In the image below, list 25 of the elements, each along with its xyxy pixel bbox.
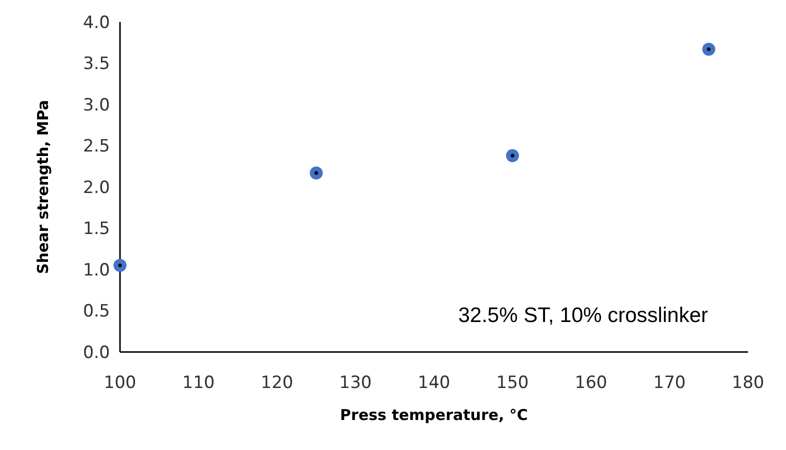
y-tick-label: 1.0	[82, 260, 110, 280]
y-tick-label: 2.0	[82, 178, 110, 198]
y-axis-title: Shear strength, MPa	[34, 100, 52, 274]
y-tick-label: 4.0	[82, 12, 110, 33]
y-tick-label: 0.5	[82, 302, 110, 322]
point	[506, 149, 519, 162]
annotation: 32.5% ST, 10% crosslinker	[458, 304, 708, 327]
x-tick-label: 130	[339, 373, 372, 393]
point	[114, 258, 126, 272]
y-tick-label: 1.5	[82, 219, 110, 240]
x-tick-label: 140	[418, 373, 450, 393]
x-tick-label: 160	[574, 373, 608, 393]
x-tick-label: 120	[260, 373, 294, 393]
x-axis-title: Press temperature, °C	[340, 406, 528, 424]
y-tick-label: 3.0	[82, 95, 110, 116]
x-tick-label: 110	[182, 373, 215, 393]
y-tick-label: 2.5	[82, 136, 110, 157]
y-tick-label: 0.0	[82, 342, 110, 363]
point	[702, 42, 716, 56]
point	[310, 166, 323, 180]
x-tick-label: 100	[104, 373, 136, 393]
y-tick-label: 3.5	[82, 54, 110, 74]
x-tick-label: 180	[732, 373, 764, 393]
x-tick-label: 170	[653, 373, 686, 393]
x-tick-label: 150	[496, 373, 529, 393]
